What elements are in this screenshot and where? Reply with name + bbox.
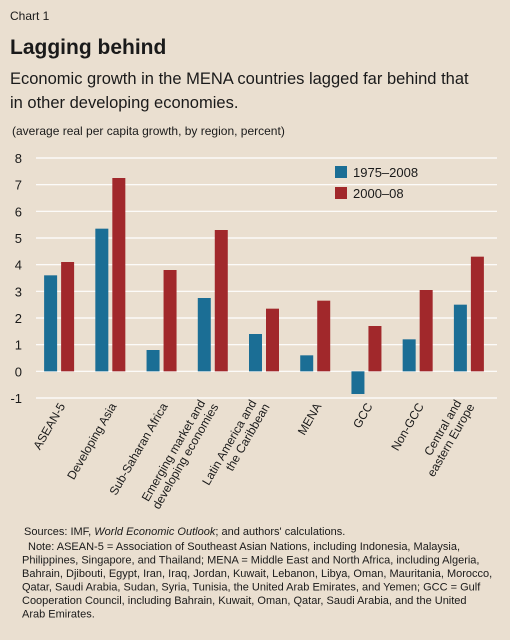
bar: [146, 350, 160, 372]
sources-text: World Economic Outlook: [94, 526, 216, 538]
y-tick-label: 2: [15, 311, 22, 326]
sources: Sources: IMF, World Economic Outlook; an…: [24, 526, 345, 538]
bar: [95, 228, 109, 372]
bar: [317, 300, 331, 372]
legend-label: 2000–08: [353, 186, 404, 201]
legend-swatch: [335, 187, 347, 199]
bar: [419, 290, 433, 372]
note: Philippines, Singapore, and Thailand; ME…: [22, 555, 479, 567]
note: Note: ASEAN-5 = Association of Southeast…: [28, 541, 460, 553]
y-tick-label: 6: [15, 204, 22, 219]
x-tick-label: ASEAN-5: [30, 400, 68, 452]
x-tick-label: Developing Asia: [64, 400, 119, 482]
legend-swatch: [335, 166, 347, 178]
bar: [61, 262, 75, 372]
bar: [470, 256, 484, 372]
y-tick-label: -1: [10, 391, 22, 406]
chart-label: Chart 1: [10, 9, 50, 23]
note: Cooperation Council, including Bahrain, …: [22, 595, 467, 607]
sources-text: ; and authors' calculations.: [215, 526, 345, 538]
bar: [214, 230, 228, 372]
bar: [249, 334, 262, 372]
bar: [266, 308, 279, 372]
bar: [453, 304, 467, 372]
x-tick-label: Non-GCC: [388, 400, 427, 453]
y-tick-label: 7: [15, 178, 22, 193]
bar: [112, 178, 126, 372]
bar: [300, 355, 314, 372]
bar: [163, 270, 177, 372]
x-tick-label: MENA: [295, 401, 324, 438]
y-axis-label: (average real per capita growth, by regi…: [12, 124, 285, 138]
y-tick-label: 4: [15, 258, 22, 273]
bar: [402, 339, 416, 372]
bar: [197, 298, 211, 372]
subtitle: in other developing economies.: [10, 94, 238, 112]
note: Bahrain, Djibouti, Egypt, Iran, Iraq, Jo…: [22, 568, 492, 580]
note: Arab Emirates.: [22, 609, 95, 621]
bar: [44, 275, 58, 372]
bar: [351, 371, 365, 394]
legend-label: 1975–2008: [353, 165, 418, 180]
note: Qatar, Saudi Arabia, Sudan, Syria, Tunis…: [22, 582, 481, 594]
y-tick-label: 3: [15, 284, 22, 299]
subtitle: Economic growth in the MENA countries la…: [10, 70, 469, 88]
y-tick-label: 8: [15, 151, 22, 166]
bar: [368, 326, 382, 372]
y-tick-label: 1: [15, 338, 22, 353]
sources-text: Sources: IMF,: [24, 526, 94, 538]
y-tick-label: 0: [15, 364, 22, 379]
y-tick-label: 5: [15, 231, 22, 246]
x-tick-label: GCC: [350, 400, 376, 430]
chart-title: Lagging behind: [10, 36, 166, 59]
x-tick-label: Emerging market and developing economies: [138, 395, 221, 512]
